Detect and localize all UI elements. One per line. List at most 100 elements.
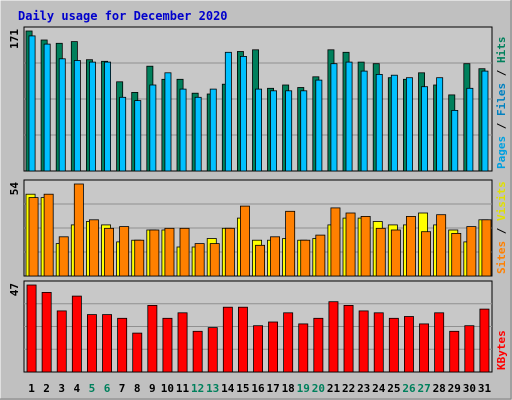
bar-kbytes-day-16 — [253, 325, 264, 373]
bar-kbytes-day-19 — [298, 323, 309, 373]
bar-sites-day-30 — [466, 226, 477, 277]
x-axis-labels: 1 2 3 4 5 6 7 8 9 10 11 12 13 14 15 16 17 18 19 20 21 22 23 24 2… — [28, 382, 491, 395]
series-legend: Sites / Visits — [495, 181, 508, 274]
bar-kbytes-day-21 — [328, 301, 339, 373]
bar-sites-day-21 — [330, 207, 341, 277]
bar-kbytes-day-9 — [147, 304, 158, 373]
bar-files-day-28 — [436, 77, 444, 172]
bar-sites-day-20 — [315, 234, 326, 277]
bar-files-day-22 — [345, 61, 353, 172]
bar-files-day-27 — [421, 86, 428, 172]
x-tick-label: 1 — [28, 382, 35, 395]
x-tick-label: 6 — [104, 382, 111, 395]
bar-sites-day-22 — [345, 212, 356, 277]
y-max-label: 54 — [8, 182, 21, 196]
x-tick-label: 31 — [478, 382, 492, 395]
bar-kbytes-day-31 — [479, 308, 490, 373]
legend-entry: Sites — [495, 241, 508, 274]
bar-sites-day-15 — [239, 205, 250, 277]
bar-kbytes-day-20 — [313, 317, 324, 373]
bar-sites-day-23 — [360, 215, 371, 277]
legend-entry: / — [495, 221, 508, 241]
x-tick-label: 16 — [251, 382, 265, 395]
bar-files-day-24 — [375, 74, 383, 172]
bar-sites-day-19 — [300, 239, 311, 277]
bar-kbytes-day-4 — [71, 295, 82, 373]
panel-visits_sites: 54 Sites / Visits — [8, 179, 508, 277]
bar-kbytes-day-28 — [434, 312, 445, 373]
bar-kbytes-day-12 — [192, 330, 203, 373]
bar-kbytes-day-3 — [56, 310, 67, 373]
x-tick-label: 2 — [43, 382, 50, 395]
x-tick-label: 9 — [149, 382, 156, 395]
x-tick-label: 17 — [266, 382, 279, 395]
chart-title: Daily usage for December 2020 — [18, 9, 228, 23]
bar-sites-day-1 — [28, 197, 39, 277]
bar-files-day-3 — [58, 58, 66, 172]
x-tick-label: 12 — [191, 382, 204, 395]
bar-sites-day-17 — [270, 236, 281, 277]
x-tick-label: 5 — [89, 382, 96, 395]
bar-sites-day-12 — [194, 243, 205, 277]
bar-sites-day-9 — [149, 229, 160, 277]
bar-kbytes-day-6 — [102, 314, 113, 373]
bar-files-day-9 — [149, 84, 157, 172]
bar-sites-day-16 — [255, 244, 266, 277]
x-tick-label: 14 — [221, 382, 235, 395]
legend-entry: Hits — [495, 37, 508, 64]
x-tick-label: 3 — [58, 382, 65, 395]
bar-sites-day-26 — [405, 215, 416, 277]
bar-files-day-16 — [255, 88, 262, 172]
x-tick-label: 10 — [161, 382, 174, 395]
legend-entry: Pages — [495, 136, 508, 169]
bar-kbytes-day-22 — [343, 304, 354, 373]
bar-kbytes-day-27 — [419, 323, 430, 373]
bar-sites-day-3 — [58, 236, 69, 277]
x-tick-label: 30 — [463, 382, 476, 395]
bar-kbytes-day-11 — [177, 312, 188, 373]
bar-files-day-23 — [360, 70, 368, 172]
panel-kbytes: 47 KBytes — [8, 280, 508, 373]
bar-sites-day-31 — [481, 219, 492, 277]
bar-sites-day-2 — [43, 193, 54, 277]
bar-kbytes-day-14 — [222, 306, 233, 373]
bar-kbytes-day-8 — [132, 332, 143, 373]
bar-files-day-5 — [89, 61, 96, 172]
panel-hits_files_pages: 171 Pages / Files / Hits — [8, 26, 508, 172]
bar-kbytes-day-1 — [26, 284, 37, 373]
bar-files-day-30 — [466, 87, 474, 172]
bar-files-day-1 — [28, 35, 36, 172]
legend-entry: KBytes — [495, 330, 508, 370]
bar-sites-day-8 — [134, 239, 145, 277]
bar-files-day-18 — [285, 90, 293, 172]
x-tick-label: 26 — [402, 382, 416, 395]
bar-files-day-14 — [224, 51, 232, 172]
bar-sites-day-4 — [73, 183, 84, 277]
bar-files-day-21 — [330, 63, 338, 172]
bar-kbytes-day-23 — [358, 310, 369, 373]
x-tick-label: 7 — [119, 382, 126, 395]
bar-files-day-4 — [73, 60, 81, 172]
bar-kbytes-day-5 — [87, 314, 97, 373]
bar-files-day-11 — [179, 88, 187, 172]
x-tick-label: 25 — [387, 382, 400, 395]
bar-sites-day-28 — [436, 214, 447, 277]
bar-sites-day-5 — [89, 219, 99, 277]
bar-files-day-15 — [239, 56, 247, 172]
bar-sites-day-13 — [209, 243, 220, 277]
bar-kbytes-day-10 — [162, 317, 173, 373]
bar-files-day-10 — [164, 72, 172, 172]
x-tick-label: 21 — [327, 382, 341, 395]
bar-files-day-25 — [390, 74, 398, 172]
bar-kbytes-day-2 — [41, 291, 52, 373]
x-tick-label: 29 — [448, 382, 461, 395]
bar-kbytes-day-13 — [207, 327, 218, 373]
bar-sites-day-18 — [285, 210, 296, 277]
x-tick-label: 22 — [342, 382, 355, 395]
bar-files-day-8 — [134, 100, 142, 172]
bar-kbytes-day-30 — [464, 325, 475, 373]
bar-files-day-17 — [270, 90, 277, 172]
bar-sites-day-25 — [390, 229, 401, 277]
x-tick-label: 23 — [357, 382, 370, 395]
legend-entry: Files — [495, 83, 508, 116]
